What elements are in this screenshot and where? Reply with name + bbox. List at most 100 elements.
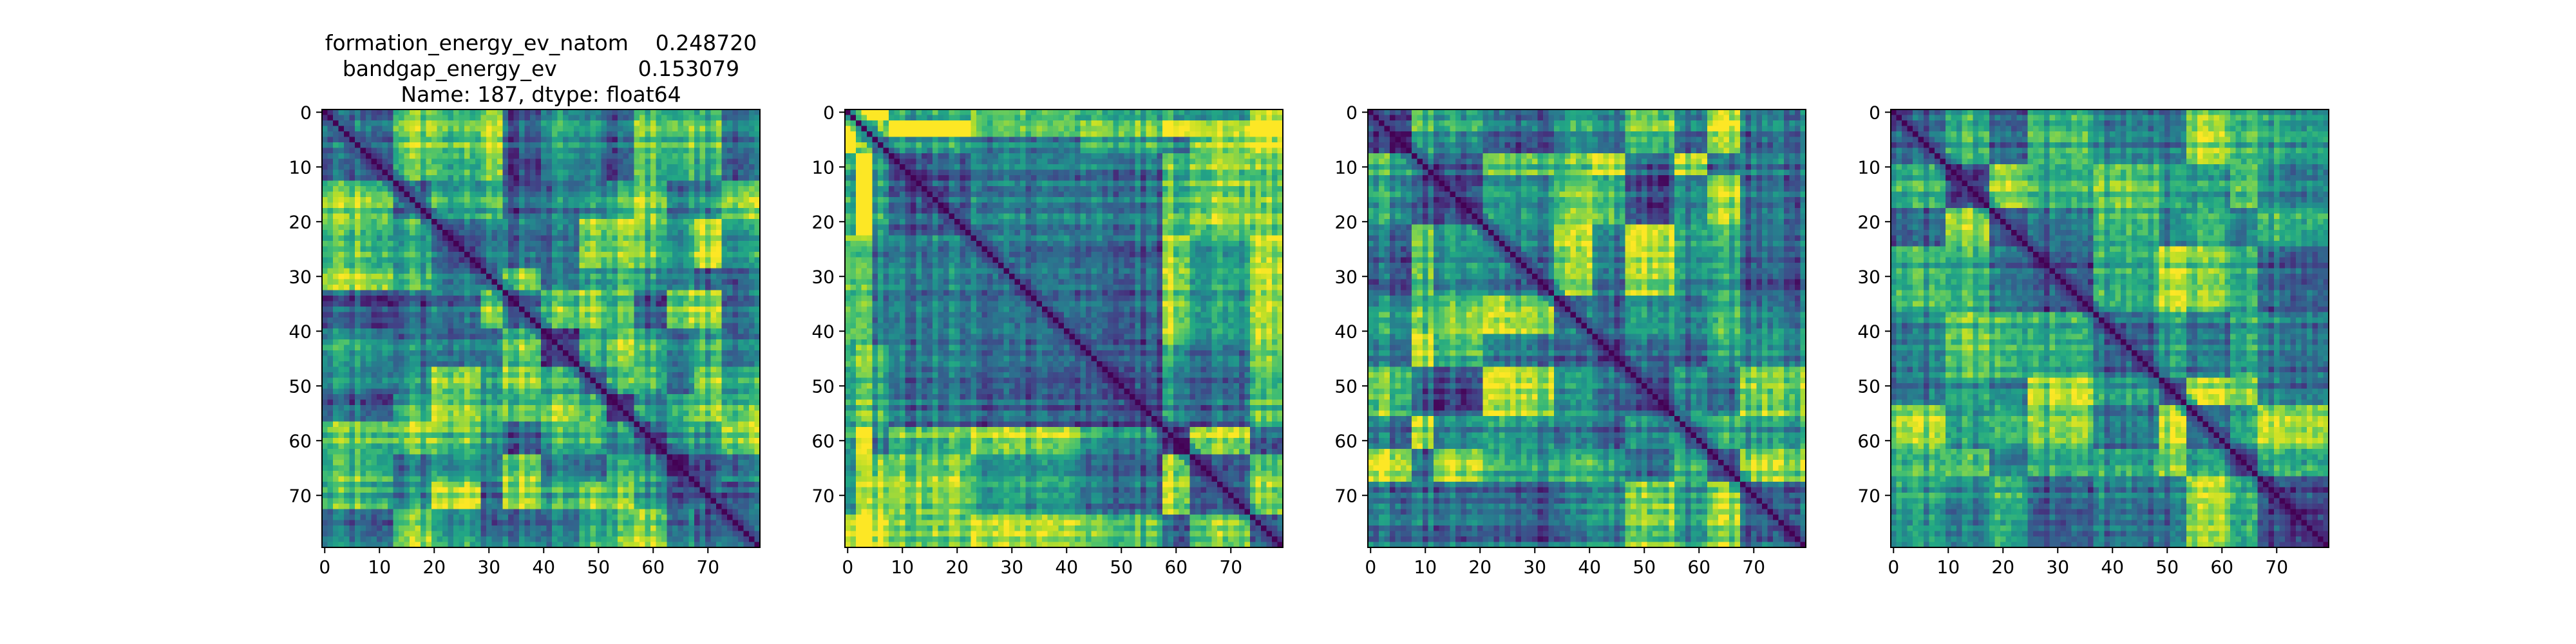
heatmap-cell: [574, 263, 580, 269]
heatmap-cell: [672, 148, 678, 154]
heatmap-cell: [497, 488, 503, 493]
heatmap-cell: [733, 126, 739, 132]
heatmap-cell: [650, 274, 656, 279]
heatmap-cell: [366, 208, 372, 214]
heatmap-cell: [344, 323, 350, 329]
heatmap-cell: [355, 460, 361, 466]
heatmap-cell: [470, 109, 476, 115]
heatmap-cell: [415, 317, 421, 323]
heatmap-cell: [508, 504, 514, 509]
heatmap-cell: [355, 422, 361, 428]
heatmap-cell: [322, 175, 328, 181]
heatmap-cell: [437, 493, 443, 498]
heatmap-cell: [547, 411, 553, 417]
heatmap-cell: [645, 247, 651, 252]
heatmap-cell: [700, 317, 706, 323]
heatmap-cell: [339, 536, 345, 542]
heatmap-cell: [656, 192, 662, 198]
heatmap-cell: [749, 274, 755, 279]
heatmap-cell: [623, 159, 629, 165]
heatmap-cell: [738, 258, 744, 263]
heatmap-cell: [410, 328, 415, 334]
heatmap-cell: [399, 372, 404, 378]
heatmap-cell: [705, 269, 711, 274]
heatmap-cell: [700, 269, 706, 274]
heatmap-cell: [421, 274, 426, 279]
heatmap-cell: [530, 285, 536, 290]
heatmap-cell: [503, 345, 509, 351]
heatmap-cell: [355, 247, 361, 252]
heatmap-cell: [749, 225, 755, 231]
heatmap-cell: [607, 279, 612, 285]
heatmap-cell: [426, 307, 432, 312]
heatmap-cell: [366, 247, 372, 252]
heatmap-cell: [431, 328, 437, 334]
heatmap-cell: [322, 367, 328, 373]
heatmap-cell: [388, 312, 393, 318]
heatmap-cell: [618, 203, 623, 209]
heatmap-cell: [388, 531, 393, 537]
heatmap-cell: [372, 236, 377, 242]
heatmap-cell: [547, 509, 553, 515]
heatmap-cell: [415, 471, 421, 477]
heatmap-cell: [393, 471, 399, 477]
heatmap-cell: [361, 411, 366, 417]
heatmap-cell: [388, 444, 393, 450]
heatmap-cell: [361, 361, 366, 367]
heatmap-cell: [361, 536, 366, 542]
heatmap-cell: [738, 131, 744, 137]
heatmap-cell: [486, 197, 492, 203]
heatmap-cell: [645, 236, 651, 242]
heatmap-cell: [333, 225, 339, 231]
heatmap-cell: [569, 290, 574, 296]
heatmap-cell: [339, 427, 345, 433]
heatmap-cell: [672, 192, 678, 198]
heatmap-cell: [689, 225, 695, 231]
heatmap-cell: [536, 350, 542, 356]
heatmap-cell: [404, 367, 410, 373]
heatmap-cell: [601, 164, 607, 170]
heatmap-cell: [569, 307, 574, 312]
heatmap-cell: [328, 350, 334, 356]
heatmap-cell: [678, 203, 684, 209]
heatmap-cell: [508, 296, 514, 301]
heatmap-cell: [497, 164, 503, 170]
heatmap-cell: [727, 142, 733, 148]
heatmap-cell: [650, 186, 656, 192]
heatmap-cell: [618, 301, 623, 307]
heatmap-cell: [322, 137, 328, 143]
heatmap-cell: [612, 247, 618, 252]
heatmap-cell: [470, 466, 476, 471]
heatmap-cell: [464, 137, 470, 143]
heatmap-cell: [470, 444, 476, 450]
heatmap-cell: [591, 164, 596, 170]
heatmap-cell: [727, 164, 733, 170]
heatmap-cell: [339, 471, 345, 477]
heatmap-cell: [459, 493, 465, 498]
heatmap-cell: [744, 203, 750, 209]
heatmap-cell: [464, 460, 470, 466]
heatmap-cell: [475, 531, 481, 537]
heatmap-cell: [322, 493, 328, 498]
heatmap-cell: [448, 241, 454, 247]
heatmap-cell: [689, 279, 695, 285]
heatmap-cell: [481, 438, 487, 444]
heatmap-cell: [383, 520, 388, 526]
heatmap-cell: [377, 197, 383, 203]
heatmap-cell: [645, 197, 651, 203]
heatmap-cell: [541, 400, 547, 406]
heatmap-cell: [536, 477, 542, 482]
heatmap-cell: [639, 263, 645, 269]
heatmap-cell: [486, 411, 492, 417]
heatmap-cell: [333, 350, 339, 356]
heatmap-cell: [639, 164, 645, 170]
heatmap-cell: [541, 296, 547, 301]
heatmap-cell: [574, 181, 580, 187]
heatmap-cell: [344, 449, 350, 455]
heatmap-cell: [629, 269, 634, 274]
heatmap-cell: [415, 164, 421, 170]
heatmap-cell: [656, 186, 662, 192]
heatmap-cell: [678, 247, 684, 252]
heatmap-cell: [733, 252, 739, 258]
heatmap-cell: [722, 274, 728, 279]
